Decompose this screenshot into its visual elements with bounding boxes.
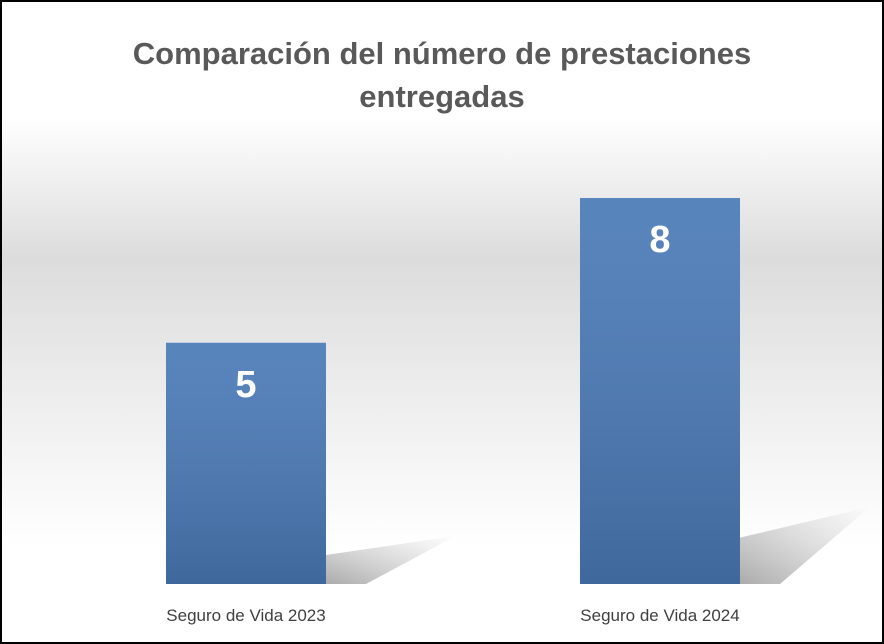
data-label: 5 — [235, 364, 256, 406]
bar-shade — [166, 342, 326, 584]
bar-shadow — [740, 506, 870, 584]
data-label: 8 — [649, 219, 670, 261]
x-tick-label: Seguro de Vida 2023 — [166, 606, 325, 625]
bar-shadow — [326, 535, 456, 584]
bar-shade — [580, 198, 740, 584]
x-tick-label: Seguro de Vida 2024 — [580, 606, 739, 625]
chart-title: Comparación del número de prestaciones e… — [132, 36, 752, 114]
